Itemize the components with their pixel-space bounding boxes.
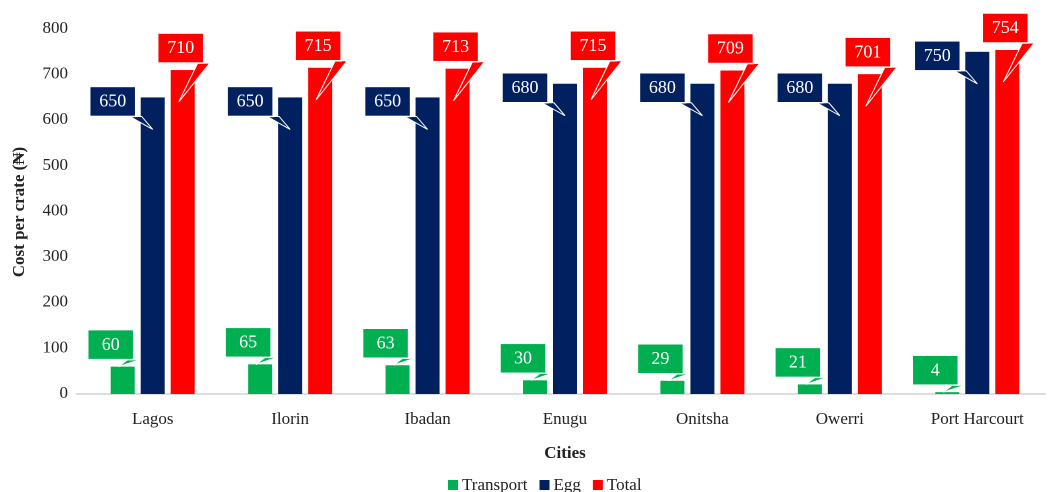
legend-swatch bbox=[592, 480, 603, 490]
callout-box bbox=[499, 342, 547, 375]
bar bbox=[935, 392, 960, 394]
bar bbox=[170, 70, 195, 394]
data-label: 754 bbox=[992, 17, 1019, 37]
bar bbox=[308, 67, 333, 394]
y-axis-title: Cost per crate (₦) bbox=[9, 147, 28, 277]
callout-box bbox=[294, 30, 342, 62]
data-label: 713 bbox=[442, 36, 469, 56]
callout-box bbox=[86, 328, 135, 361]
callout-pointer bbox=[805, 376, 828, 385]
data-label: 715 bbox=[580, 35, 607, 55]
bar bbox=[415, 97, 440, 394]
x-tick-label: Port Harcourt bbox=[931, 409, 1024, 428]
bar bbox=[857, 74, 882, 394]
callout-pointer bbox=[668, 373, 690, 382]
data-label: 4 bbox=[931, 359, 940, 379]
data-label: 650 bbox=[99, 91, 126, 111]
data-label: 29 bbox=[651, 348, 669, 368]
bar bbox=[690, 83, 715, 394]
callout-box bbox=[706, 32, 755, 65]
y-tick-label: 0 bbox=[60, 383, 69, 402]
bar bbox=[827, 83, 852, 394]
data-label: 680 bbox=[786, 77, 813, 97]
bar bbox=[110, 366, 135, 394]
bar bbox=[445, 68, 470, 394]
data-label: 650 bbox=[237, 91, 264, 111]
callout-box bbox=[431, 30, 480, 63]
data-label: 650 bbox=[374, 91, 401, 111]
callout-box bbox=[156, 32, 205, 64]
bar bbox=[140, 97, 165, 394]
x-tick-label: Lagos bbox=[132, 409, 174, 428]
legend-swatch bbox=[539, 480, 550, 490]
callout-box bbox=[776, 72, 824, 104]
data-label: 60 bbox=[102, 334, 120, 354]
callout-pointer bbox=[942, 384, 965, 393]
bar bbox=[523, 380, 547, 394]
callout-box bbox=[913, 40, 962, 72]
y-tick-label: 200 bbox=[43, 292, 69, 311]
callout-box bbox=[226, 85, 274, 118]
callout-box bbox=[501, 72, 549, 104]
legend-label: Transport bbox=[462, 475, 528, 492]
data-label: 701 bbox=[854, 41, 881, 61]
data-label: 750 bbox=[924, 45, 951, 65]
data-label: 21 bbox=[789, 352, 807, 372]
data-label: 680 bbox=[512, 77, 539, 97]
callout-pointer bbox=[393, 357, 415, 366]
callout-box bbox=[638, 72, 687, 104]
callout-box bbox=[981, 12, 1030, 44]
bar bbox=[660, 380, 685, 394]
legend-swatch bbox=[448, 480, 458, 490]
bar bbox=[248, 364, 273, 394]
x-axis-title: Cities bbox=[544, 443, 586, 462]
bar bbox=[385, 365, 410, 394]
data-label: 65 bbox=[239, 331, 257, 351]
x-tick-label: Owerri bbox=[816, 409, 864, 428]
callout-box bbox=[88, 85, 137, 118]
callout-pointer bbox=[118, 359, 140, 368]
data-label: 680 bbox=[649, 77, 676, 97]
callout-box bbox=[911, 354, 960, 386]
bar bbox=[995, 49, 1020, 395]
y-tick-label: 400 bbox=[43, 200, 69, 219]
y-tick-label: 800 bbox=[43, 18, 69, 37]
x-tick-label: Ibadan bbox=[404, 409, 451, 428]
x-tick-label: Enugu bbox=[543, 409, 588, 428]
data-label: 709 bbox=[717, 38, 744, 58]
callout-box bbox=[636, 343, 685, 375]
x-tick-label: Ilorin bbox=[271, 409, 309, 428]
callout-pointer bbox=[255, 356, 278, 365]
callout-box bbox=[363, 85, 412, 118]
data-label: 30 bbox=[514, 347, 532, 367]
bar bbox=[797, 384, 822, 394]
legend-label: Egg bbox=[554, 475, 582, 492]
callout-box bbox=[224, 326, 272, 359]
data-label: 710 bbox=[167, 37, 194, 57]
y-tick-label: 300 bbox=[43, 246, 69, 265]
callout-pointer bbox=[530, 372, 553, 381]
bar bbox=[553, 83, 577, 394]
bar bbox=[583, 67, 607, 394]
legend-label: Total bbox=[607, 475, 642, 492]
data-label: 63 bbox=[377, 332, 395, 352]
callout-box bbox=[569, 30, 617, 62]
data-label: 715 bbox=[305, 35, 332, 55]
bar bbox=[278, 97, 303, 394]
callout-box bbox=[844, 36, 892, 68]
bar bbox=[965, 51, 990, 394]
y-tick-label: 100 bbox=[43, 337, 69, 356]
y-tick-label: 500 bbox=[43, 155, 69, 174]
callout-box bbox=[361, 327, 410, 360]
callout-box bbox=[774, 346, 822, 379]
y-tick-label: 600 bbox=[43, 109, 69, 128]
bar bbox=[720, 70, 745, 395]
x-tick-label: Onitsha bbox=[676, 409, 729, 428]
y-tick-label: 700 bbox=[43, 64, 69, 83]
